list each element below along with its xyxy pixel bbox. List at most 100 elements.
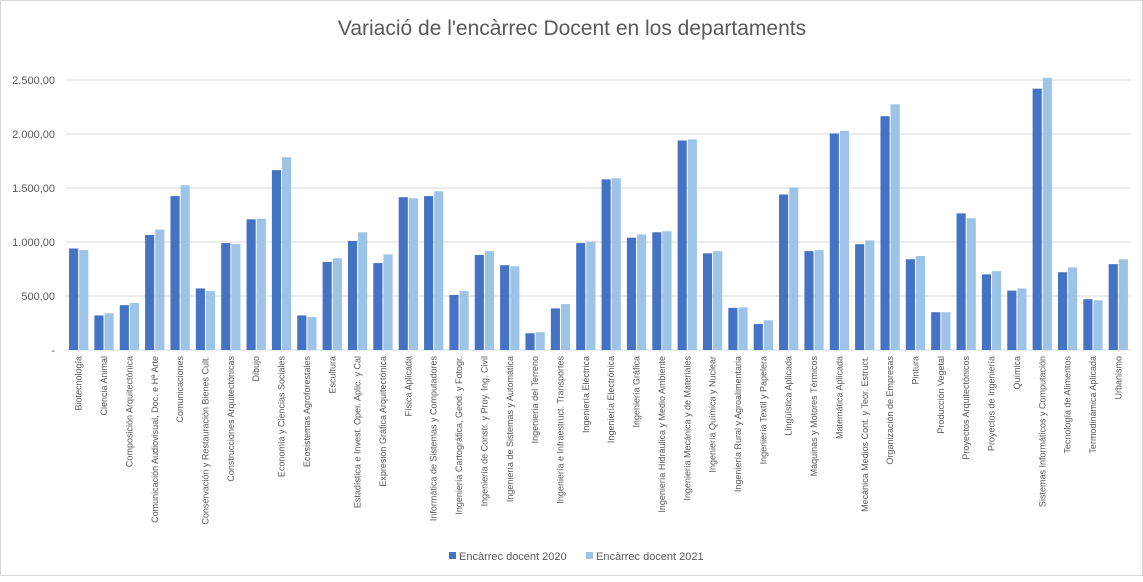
x-tick-label: Ingeniería Hidráulica y Medio Ambiente [657,356,667,513]
bar-2020 [905,259,915,350]
x-tick-label: Ecosistemas Agroforestales [302,356,312,468]
x-tick-label: Ingeniería Eléctrica [581,356,591,433]
bar-2021 [611,178,621,350]
bar-2020 [246,219,256,350]
x-tick-label: Ingeniería de Sistemas y Automática [505,356,515,502]
bar-2021 [459,291,469,350]
bar-2020 [880,116,890,351]
bar-2020 [525,333,535,350]
y-tick-label: 500,00 [21,291,55,303]
y-tick-label: 2.500,00 [12,75,55,87]
bar-2020 [855,244,865,350]
bar-2021 [915,256,926,350]
bar-2021 [129,303,140,350]
bar-2021 [586,241,596,350]
x-tick-label: Pintura [910,356,920,385]
x-tick-label: Ingeniería Gráfica [632,356,642,428]
x-tick-label: Sistemas Informáticos y Computación [1037,356,1047,507]
x-tick-label: Urbanismo [1113,356,1123,400]
bar-2021 [205,291,216,350]
x-tick-label: Comunicaciones [175,356,185,423]
bar-2021 [865,240,875,350]
x-tick-label: Construcciones Arquitectónicas [226,356,236,482]
bar-2021 [637,234,647,350]
x-tick-label: Organización de Empresas [885,356,895,465]
y-tick-label: 1.000,00 [12,237,55,249]
bar-2021 [383,254,393,350]
bar-2021 [789,187,799,350]
x-tick-label: Ingeniería de Constr. y Proy. Ing. Civil [479,356,489,506]
bar-2020 [779,194,789,350]
bar-2021 [763,320,773,350]
x-tick-label: Economía y Ciencias Sociales [277,356,287,478]
bar-2021 [434,191,444,350]
bar-2020 [626,237,637,350]
x-tick-label: Mecánica Medios Cont. y Teor. Estruct. [860,356,870,512]
bar-2021 [814,250,824,350]
bar-2021 [180,185,190,350]
x-tick-label: Estadística e Invest. Oper. Aplic. y Cal [353,356,363,508]
legend-swatch-2021 [586,552,593,559]
bar-2021 [282,157,292,350]
x-tick-label: Química [1012,356,1022,390]
bar-2021 [307,317,317,350]
y-tick-label: 1.500,00 [12,183,55,195]
bar-2021 [408,198,418,350]
bar-2021 [966,218,976,350]
bar-2021 [738,307,748,350]
bar-2020 [702,253,713,350]
bar-2020 [424,196,434,350]
bar-2020 [652,232,662,350]
bar-2020 [677,140,687,350]
bar-2020 [1032,88,1042,350]
bar-2021 [510,266,520,350]
bar-2020 [601,179,611,350]
bar-2020 [1083,299,1093,350]
x-tick-label: Proyectos Arquitectónicos [961,356,971,460]
bar-2020 [449,294,459,350]
bar-2021 [358,232,368,350]
bar-2020 [728,307,738,350]
bar-2020 [1108,264,1118,350]
bar-2021 [1118,259,1128,350]
bar-2020 [1007,290,1017,350]
bar-2020 [322,261,332,350]
bar-2021 [713,251,723,350]
x-tick-label: Ingeniería Química y Nuclear [708,356,718,473]
bar-2020 [804,251,814,350]
x-tick-label: Ingeniería del Terreno [530,356,540,443]
bar-2020 [550,308,560,350]
bar-2020 [500,265,510,350]
x-tick-label: Física Aplicada [403,356,413,417]
legend: Encàrrec docent 2020 Encàrrec docent 2021 [449,551,704,563]
bar-2021 [535,332,545,350]
bar-2021 [231,244,241,350]
bar-2021 [484,251,495,350]
x-tick-label: Composición Arquitectónica [124,356,134,467]
bar-2020 [347,240,358,350]
chart-title: Variació de l'encàrrec Docent en los dep… [338,17,806,40]
legend-swatch-2020 [449,552,456,559]
bar-2020 [271,170,282,350]
bar-2020 [753,324,763,350]
bar-2020 [1057,272,1068,350]
bar-2020 [981,274,992,350]
bar-2020 [931,312,941,350]
legend-label: Encàrrec docent 2021 [596,551,704,563]
bar-2020 [145,234,155,350]
legend-label: Encàrrec docent 2020 [459,551,567,563]
bar-2021 [79,250,89,350]
bar-2021 [1093,300,1103,350]
bar-2021 [256,218,266,350]
x-tick-label: Máquinas y Motores Térmicos [809,356,819,477]
x-tick-label: Ingeniería Rural y Agroalimentaria [733,356,743,492]
bar-2021 [155,229,165,350]
bar-2020 [474,254,484,350]
bar-2021 [104,313,114,350]
x-tick-label: Biotecnología [74,356,84,411]
x-tick-label: Informática de Sistemas y Computadores [429,356,439,522]
x-tick-label: Expresión Gráfica Arquitectónica [378,356,388,487]
bar-2020 [170,196,180,350]
bar-2020 [297,315,307,350]
